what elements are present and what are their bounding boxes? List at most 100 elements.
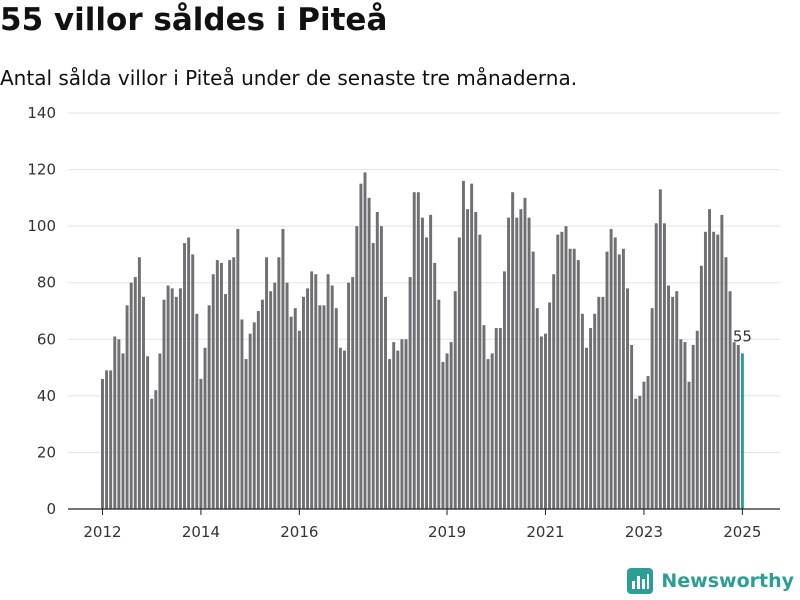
bar	[310, 271, 314, 509]
bar	[375, 212, 379, 509]
bar	[650, 308, 654, 509]
bar	[355, 226, 359, 509]
bar	[736, 344, 740, 509]
highlight-label: 55	[733, 327, 752, 345]
bar	[630, 344, 634, 509]
bar	[293, 308, 297, 509]
y-tick-label: 100	[27, 217, 56, 235]
bar	[638, 395, 642, 509]
y-tick-label: 120	[27, 161, 56, 179]
bar	[322, 305, 326, 509]
bar	[699, 265, 703, 509]
bar	[133, 277, 137, 509]
bar	[359, 183, 363, 509]
x-axis-ticks: 2012 2014 2016 2019 2021 2023 2025	[83, 509, 761, 541]
bar	[675, 291, 679, 509]
bar	[281, 228, 285, 509]
bar	[494, 327, 498, 509]
bar	[244, 359, 248, 509]
bar	[367, 197, 371, 510]
bar	[597, 296, 601, 509]
bar	[343, 350, 346, 509]
bar	[658, 189, 662, 509]
bar	[556, 234, 560, 509]
bar	[404, 339, 408, 509]
bar	[617, 254, 621, 509]
bar	[728, 291, 732, 509]
y-tick-label: 40	[37, 387, 56, 405]
bar	[158, 353, 162, 509]
bar	[552, 274, 556, 509]
bar	[544, 333, 547, 509]
y-tick-label: 0	[46, 500, 56, 518]
bar	[527, 217, 531, 509]
bar	[412, 192, 416, 509]
bar	[539, 336, 543, 509]
bar	[695, 330, 699, 509]
bar	[609, 228, 613, 509]
bar	[330, 285, 334, 509]
bar-highlight	[740, 353, 744, 509]
bar	[420, 217, 424, 509]
x-tick-label: 2016	[280, 523, 318, 541]
bar	[560, 231, 564, 510]
bar	[269, 291, 273, 509]
bar	[634, 398, 638, 509]
brand: Newsworthy	[627, 568, 794, 594]
bar	[318, 305, 322, 509]
bar	[453, 291, 457, 509]
bar	[425, 237, 428, 509]
bar	[732, 342, 736, 509]
bar	[146, 356, 150, 509]
bar	[646, 376, 650, 509]
bar	[515, 217, 519, 509]
bar	[593, 313, 597, 509]
bar	[683, 342, 687, 509]
bar	[371, 243, 375, 510]
bar	[388, 359, 392, 509]
bar	[166, 285, 170, 509]
bar	[589, 327, 593, 509]
bar	[519, 209, 523, 510]
bar	[314, 274, 318, 509]
bar	[449, 342, 453, 509]
bar	[347, 282, 351, 509]
bar	[142, 296, 145, 509]
bar	[576, 260, 580, 509]
bar	[150, 398, 154, 509]
bar	[613, 237, 617, 509]
bar	[125, 305, 129, 509]
bar	[502, 271, 506, 509]
bar	[564, 226, 568, 509]
bar	[408, 277, 412, 509]
x-tick-label: 2012	[83, 523, 121, 541]
bar	[183, 243, 186, 510]
x-tick-label: 2019	[428, 523, 466, 541]
bar	[482, 325, 486, 509]
bar	[568, 248, 572, 509]
bar	[211, 274, 215, 509]
bar	[671, 296, 675, 509]
bar	[470, 183, 474, 509]
bar	[498, 327, 502, 509]
bar	[109, 370, 113, 509]
bars	[101, 172, 744, 510]
bar	[187, 237, 191, 509]
bar	[301, 296, 305, 509]
bar	[277, 257, 281, 509]
x-tick-label: 2025	[723, 523, 761, 541]
y-axis-ticks: 0 20 40 60 80 100 120 140	[27, 104, 56, 518]
bar	[679, 339, 683, 509]
bar	[236, 228, 240, 509]
bar	[256, 311, 260, 509]
bar	[232, 257, 236, 509]
bar	[224, 294, 228, 509]
bar	[716, 234, 720, 509]
bar	[585, 347, 588, 509]
bar	[289, 316, 293, 509]
bar	[441, 361, 445, 509]
bar	[285, 282, 289, 509]
bar	[466, 209, 470, 510]
bar	[195, 313, 199, 509]
bar	[384, 296, 387, 509]
